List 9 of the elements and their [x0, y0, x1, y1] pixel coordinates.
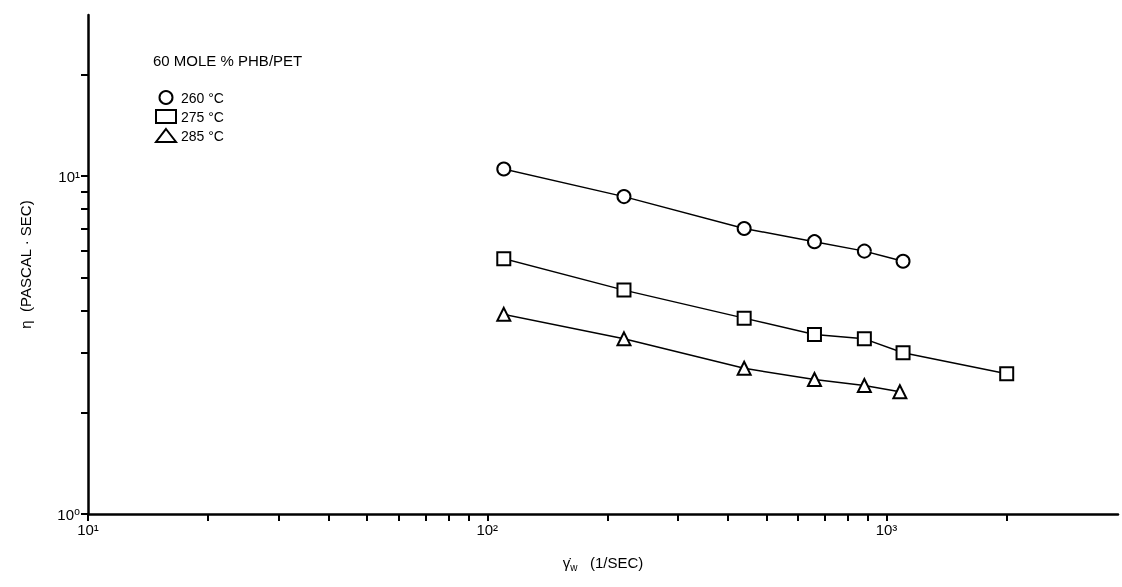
legend-label: 275 °C: [181, 108, 224, 125]
legend-label: 285 °C: [181, 127, 224, 144]
x-tick-label: 10¹: [77, 521, 99, 538]
y-tick-label: 10⁰: [57, 505, 80, 523]
x-tick-label: 10²: [476, 521, 499, 538]
legend-label: 260 °C: [181, 89, 224, 106]
y-axis-title: η (PASCAL · SEC): [17, 200, 34, 329]
text: 60 MOLE % PHB/PET: [153, 52, 303, 69]
x-tick-label: 10³: [875, 521, 898, 538]
